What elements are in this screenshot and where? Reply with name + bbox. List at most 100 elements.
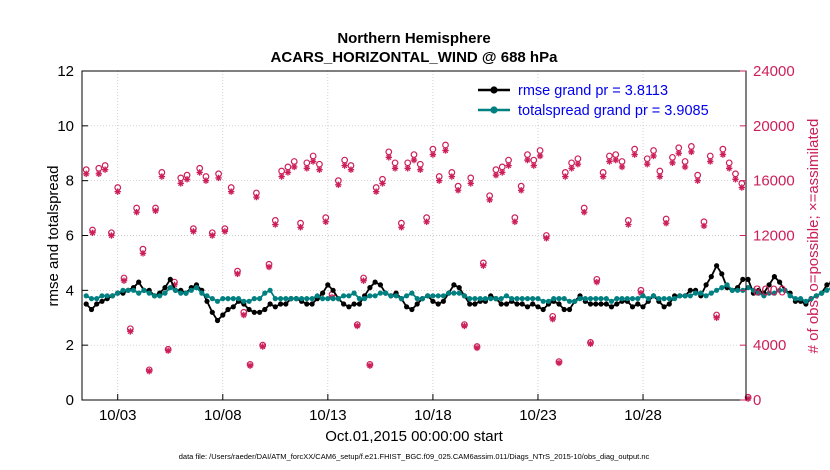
spread-point [193,285,200,291]
obs-assimilated-point [278,173,285,180]
rmse-point [272,304,278,310]
spread-point [645,296,651,302]
x-tick-label: 10/08 [204,407,242,424]
asterisk-stroke [461,323,468,329]
asterisk-stroke [638,290,644,296]
asterisk-stroke [215,175,222,181]
spread-point [404,293,410,299]
asterisk-stroke [720,151,726,158]
rmse-point [136,279,142,285]
x-tick-label: 10/18 [414,407,452,424]
rmse-point [325,282,331,288]
rmse-point [341,301,347,307]
asterisk-stroke [89,230,96,236]
obs-assimilated-point [146,368,153,375]
asterisk-stroke [455,187,461,193]
rmse-point [88,306,95,313]
spread-point [372,293,378,299]
asterisk-stroke [335,182,342,188]
obs-assimilated-point [700,222,708,230]
spread-point [672,296,678,302]
spread-point [467,296,473,302]
rmse-point [635,301,641,307]
spread-point [608,298,615,304]
x-tick-label: 10/03 [99,407,137,424]
obs-assimilated-point [599,173,607,180]
asterisk-stroke [228,188,234,195]
rmse-point [640,304,646,310]
spread-point [178,290,184,296]
asterisk-stroke [676,150,682,156]
spread-point [278,296,284,302]
rmse-point [519,301,525,307]
spread-point [335,296,341,302]
asterisk-stroke [386,154,392,161]
spread-point [540,298,546,304]
spread-point [115,290,121,296]
asterisk-stroke [209,232,215,239]
asterisk-stroke [222,228,228,235]
asterisk-stroke [449,173,455,180]
x-axis-label: Oct.01,2015 00:00:00 start [325,428,503,445]
obs-assimilated-point [152,207,159,215]
asterisk-stroke [297,224,304,230]
grid-lines [82,71,746,400]
obs-assimilated-point [562,173,569,180]
asterisk-stroke [468,180,474,187]
asterisk-stroke [562,173,568,180]
obs-assimilated-series [83,147,752,402]
y-tick-label: 10 [57,118,74,135]
spread-point [703,293,709,299]
spread-point [141,287,147,293]
asterisk-stroke [663,220,669,226]
spread-point [782,287,788,293]
rmse-point [614,301,620,307]
data-file-footnote: data file: /Users/raeder/DAI/ATM_forcXX/… [179,452,650,461]
asterisk-stroke [543,235,550,241]
spread-point [572,298,578,304]
obs-assimilated-point [732,176,739,183]
obs-assimilated-point [656,173,664,180]
asterisk-stroke [341,162,348,169]
spread-series [83,282,830,304]
spread-point [635,296,641,302]
spread-point [288,296,294,302]
asterisk-stroke [537,153,543,159]
asterisk-stroke [152,208,159,214]
rmse-point [777,279,783,285]
spread-point [519,296,525,302]
asterisk-stroke [159,173,165,180]
asterisk-stroke [234,271,241,277]
spread-point [225,296,231,302]
asterisk-stroke [568,165,575,172]
asterisk-stroke [404,165,411,172]
obs-assimilated-point [486,196,493,204]
obs-assimilated-point [391,165,399,172]
obs-assimilated-point [719,151,727,158]
spread-point [220,296,226,302]
y2-tick-label: 4000 [753,337,786,354]
spread-point [666,296,672,302]
obs-assimilated-point [196,169,203,176]
rmse-point [524,304,531,310]
spread-point [199,290,205,296]
spread-point [477,296,483,302]
asterisk-stroke [253,194,260,200]
asterisk-stroke [285,169,291,176]
spread-point [593,296,599,302]
asterisk-stroke [587,341,594,347]
obs-assimilated-point [259,343,266,350]
asterisk-stroke [442,147,449,154]
asterisk-stroke [726,165,732,172]
asterisk-stroke [486,197,493,203]
asterisk-stroke [127,328,134,335]
rmse-point [94,301,100,307]
spread-point [299,296,305,302]
rmse-point [514,301,520,307]
spread-point [735,287,741,293]
asterisk-stroke [480,262,487,269]
spread-point [503,293,510,299]
rmse-point [320,290,326,296]
spread-point [262,290,268,296]
obs-assimilated-point [713,314,720,321]
